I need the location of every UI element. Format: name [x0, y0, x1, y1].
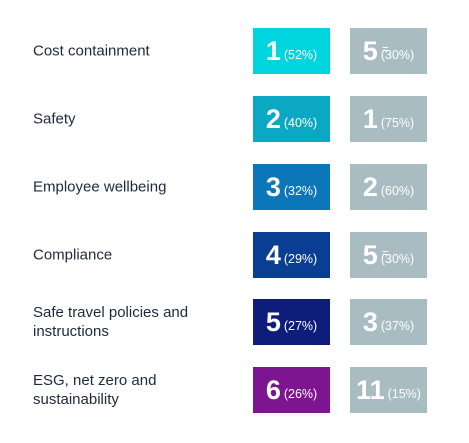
rank-percentage: (32%) — [283, 184, 318, 198]
rank-number: 2 — [265, 103, 281, 134]
rank-box-secondary: 3 (37%) — [350, 299, 427, 345]
rank-number: 1 — [265, 35, 281, 66]
row-label: Compliance — [33, 246, 113, 264]
rank-percentage: (40%) — [283, 116, 318, 130]
rank-number: 5 — [362, 35, 378, 66]
rank-box-primary: 4 (29%) — [253, 232, 330, 278]
rank-box-secondary: 5 = (30%) — [350, 28, 427, 74]
rank-number: 11 — [356, 374, 385, 405]
tie-wrapper: =( — [380, 246, 389, 266]
rank-percentage: = (30%) — [380, 42, 415, 62]
rank-percentage: (26%) — [283, 387, 318, 401]
rank-percentage: (60%) — [380, 184, 415, 198]
rank-number: 4 — [265, 239, 281, 270]
ranking-row: Compliance 4 (29%) 5 = (30%) — [0, 232, 469, 278]
rank-box-secondary: 11 (15%) — [350, 367, 427, 413]
row-label: Cost containment — [33, 42, 150, 60]
rank-percentage: (52%) — [283, 48, 318, 62]
row-label: Employee wellbeing — [33, 178, 167, 196]
ranking-row: ESG, net zero and sustainability 6 (26%) 11… — [0, 367, 469, 413]
paren-open: ( — [380, 48, 385, 62]
rank-box-primary: 1 (52%) — [253, 28, 330, 74]
rank-percentage: (37%) — [380, 319, 415, 333]
rank-percentage: = (30%) — [380, 246, 415, 266]
tie-marker: = — [381, 42, 389, 56]
rank-box-secondary: 2 (60%) — [350, 164, 427, 210]
percentage-value: 30%) — [385, 48, 415, 62]
rank-number: 2 — [362, 171, 378, 202]
tie-marker: = — [381, 246, 389, 260]
rank-number: 3 — [265, 171, 281, 202]
rank-number: 3 — [362, 306, 378, 337]
paren-open: ( — [380, 252, 385, 266]
percentage-value: 30%) — [385, 252, 415, 266]
ranking-row: Safe travel policies and instructions 5 (2… — [0, 299, 469, 345]
rank-number: 1 — [362, 103, 378, 134]
rank-percentage: (29%) — [283, 252, 318, 266]
rank-box-secondary: 5 = (30%) — [350, 232, 427, 278]
rank-percentage: (75%) — [380, 116, 415, 130]
rank-box-primary: 2 (40%) — [253, 96, 330, 142]
rank-percentage: (27%) — [283, 319, 318, 333]
ranking-row: Employee wellbeing 3 (32%) 2 (60%) — [0, 164, 469, 210]
rank-box-primary: 6 (26%) — [253, 367, 330, 413]
rank-number: 5 — [362, 239, 378, 270]
ranking-row: Safety 2 (40%) 1 (75%) — [0, 96, 469, 142]
row-label: Safety — [33, 110, 76, 128]
tie-wrapper: =( — [380, 42, 389, 62]
row-label: Safe travel policies and instructions — [33, 304, 189, 340]
rank-box-primary: 3 (32%) — [253, 164, 330, 210]
rank-number: 6 — [265, 374, 281, 405]
rank-number: 5 — [265, 306, 281, 337]
ranking-row: Cost containment 1 (52%) 5 = (30%) — [0, 28, 469, 74]
rank-percentage: (15%) — [387, 387, 421, 401]
rank-box-primary: 5 (27%) — [253, 299, 330, 345]
rank-box-secondary: 1 (75%) — [350, 96, 427, 142]
row-label: ESG, net zero and sustainability — [33, 372, 157, 408]
